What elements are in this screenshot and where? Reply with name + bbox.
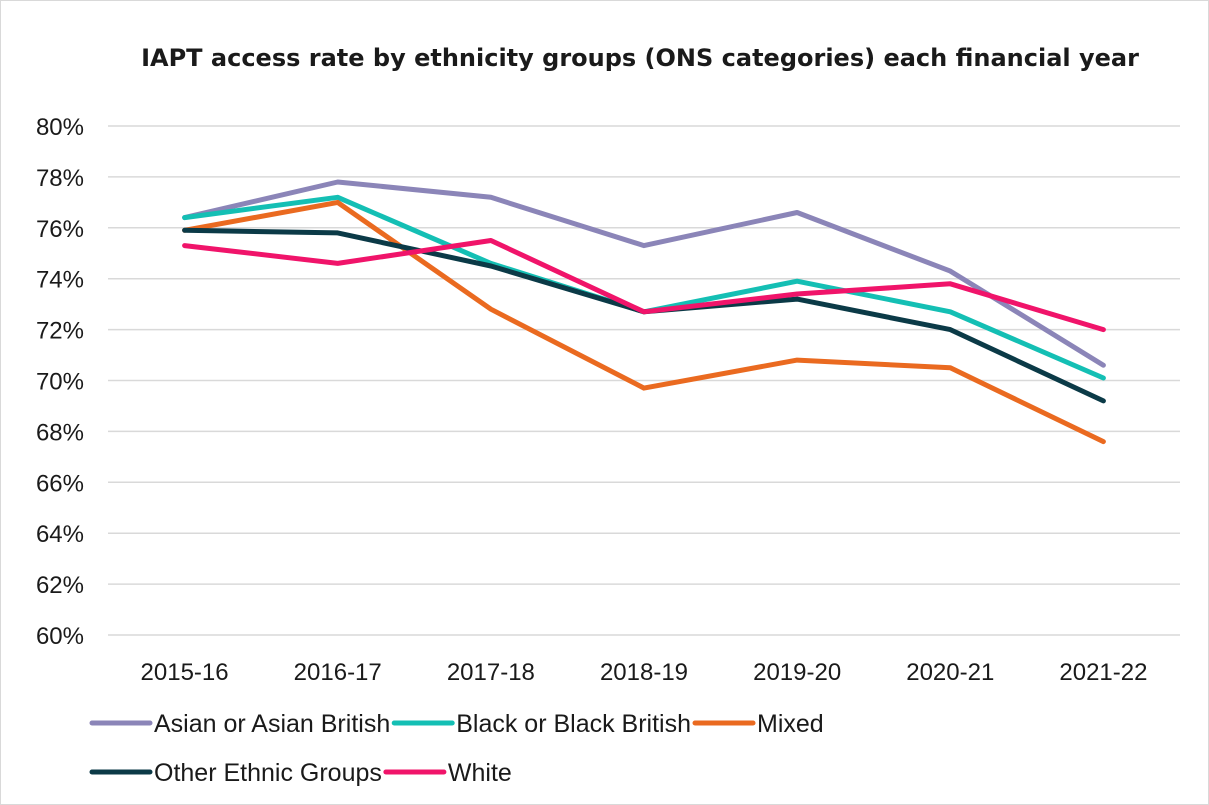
y-tick-label: 74% xyxy=(36,267,84,294)
series-line-asian-or-asian-british xyxy=(182,179,1106,368)
x-tick-label: 2020-21 xyxy=(906,659,994,686)
y-tick-label: 78% xyxy=(36,165,84,192)
y-tick-label: 60% xyxy=(36,623,84,650)
series-line-white xyxy=(182,238,1106,333)
y-tick-label: 62% xyxy=(36,572,84,599)
x-tick-label: 2015-16 xyxy=(141,659,229,686)
y-axis-ticks: 60% 62% 64% 66% 68% 70% 72% 74% 76% 78% 80% xyxy=(36,114,84,650)
y-tick-label: 76% xyxy=(36,216,84,243)
x-tick-label: 2019-20 xyxy=(753,659,841,686)
x-tick-label: 2018-19 xyxy=(600,659,688,686)
series-lines xyxy=(182,179,1106,445)
y-tick-label: 70% xyxy=(36,369,84,396)
x-axis-ticks: 2015-16 2016-17 2017-18 2018-19 2019-20 2020-… xyxy=(141,659,1148,686)
gridlines xyxy=(108,125,1180,636)
x-tick-label: 2017-18 xyxy=(447,659,535,686)
y-tick-label: 72% xyxy=(36,318,84,345)
legend-label-mixed: Mixed xyxy=(757,710,824,738)
y-tick-label: 64% xyxy=(36,521,84,548)
x-tick-label: 2021-22 xyxy=(1059,659,1147,686)
y-tick-label: 80% xyxy=(36,114,84,141)
legend-label-other-ethnic-groups: Other Ethnic Groups xyxy=(154,759,382,787)
x-tick-label: 2016-17 xyxy=(294,659,382,686)
series-line-mixed xyxy=(182,199,1106,445)
legend: Asian or Asian British Black or Black Bri… xyxy=(89,710,824,787)
y-tick-label: 68% xyxy=(36,419,84,446)
chart-title: IAPT access rate by ethnicity groups (ON… xyxy=(141,44,1139,72)
legend-label-white: White xyxy=(448,759,512,787)
legend-label-black-or-black-british: Black or Black British xyxy=(456,710,691,738)
legend-label-asian-or-asian-british: Asian or Asian British xyxy=(154,710,390,738)
y-tick-label: 66% xyxy=(36,470,84,497)
